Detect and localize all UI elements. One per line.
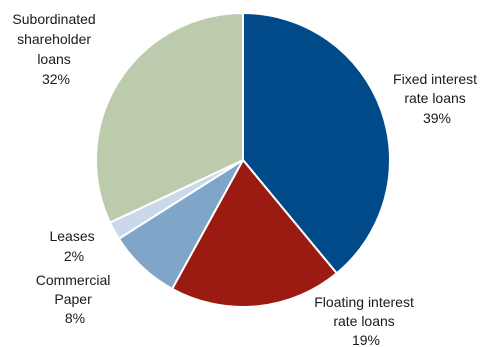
slice-subordinated: [95, 11, 244, 224]
slice-label-leases: Leases 2%: [49, 228, 98, 264]
slice-floating-interest: [170, 158, 339, 308]
slice-label-subordinated: Subordinated shareholder loans 32%: [12, 11, 99, 87]
slice-label-fixed: Fixed interest rate loans 39%: [393, 71, 481, 126]
slice-fixed-interest: [242, 11, 391, 275]
slice-label-commercial-paper: Commercial Paper 8%: [36, 272, 115, 326]
pie-slices: [95, 11, 391, 308]
slice-label-floating: Floating interest rate loans 19%: [314, 294, 418, 347]
